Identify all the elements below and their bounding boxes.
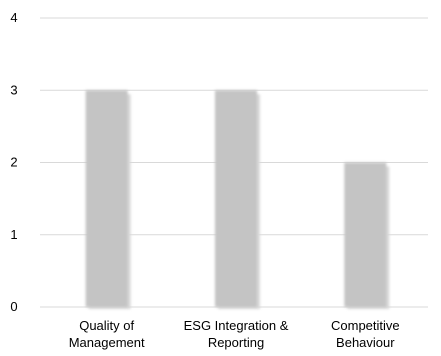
y-tick-label: 4 [10,10,17,25]
x-category-label: Competitive [331,318,400,333]
y-tick-label: 2 [10,155,17,170]
x-category-label: ESG Integration & [184,318,289,333]
x-axis: Quality of Management ESG Integration & Rep… [69,318,400,350]
y-tick-label: 3 [10,82,17,97]
bar [85,90,128,307]
x-category-label: Reporting [208,335,264,350]
bar [344,162,387,307]
y-tick-label: 0 [10,299,17,314]
bar [215,90,257,307]
x-category-label: Quality of [79,318,134,333]
x-category-label: Behaviour [336,335,395,350]
bars [85,90,390,309]
x-category-label: Management [69,335,145,350]
y-tick-label: 1 [10,227,17,242]
y-axis: 0 1 2 3 4 [10,10,17,314]
